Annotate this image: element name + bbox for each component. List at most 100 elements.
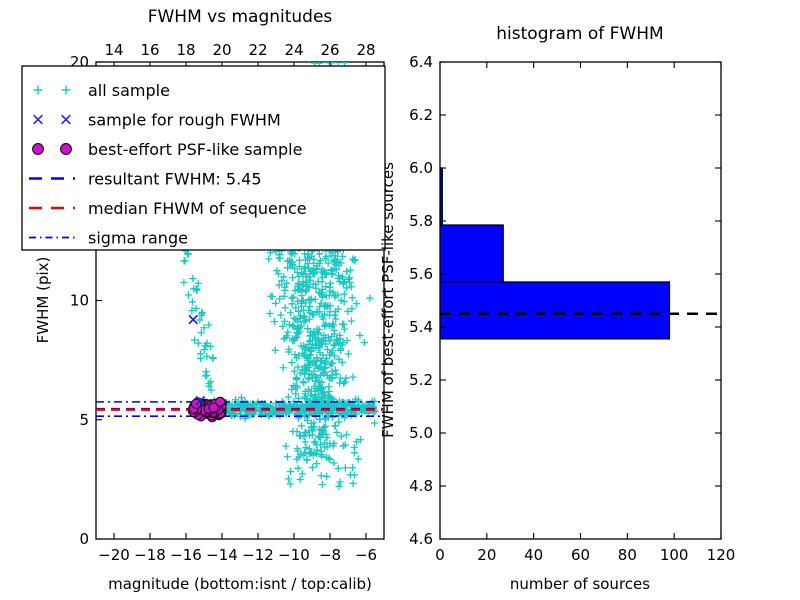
right-xtick-label: 100 bbox=[660, 546, 689, 564]
data-point-all-sample bbox=[286, 467, 295, 476]
data-point-all-sample bbox=[337, 432, 345, 440]
data-point-all-sample bbox=[189, 274, 197, 283]
data-point-all-sample bbox=[313, 325, 321, 333]
data-point-all-sample bbox=[335, 482, 343, 490]
data-point-all-sample bbox=[333, 258, 341, 266]
data-point-all-sample bbox=[341, 378, 349, 386]
data-point-rough-sample bbox=[188, 314, 199, 325]
data-point-all-sample bbox=[325, 311, 334, 319]
data-point-all-sample bbox=[311, 336, 319, 344]
data-point-all-sample bbox=[309, 269, 317, 277]
data-point-all-sample bbox=[194, 339, 202, 347]
data-point-all-sample bbox=[348, 294, 356, 302]
data-point-all-sample bbox=[262, 410, 270, 418]
data-point-all-sample bbox=[331, 340, 339, 348]
data-point-all-sample bbox=[327, 62, 329, 65]
data-point-all-sample bbox=[306, 331, 314, 340]
data-point-all-sample bbox=[305, 295, 313, 304]
data-point-all-sample bbox=[280, 273, 288, 281]
right-plot-tick-labels: 0 20 40 60 80 100 120 4.6 4.8 5.0 5.2 5.4 5.6 5.8 6.0 6… bbox=[409, 53, 735, 564]
right-ytick-label: 5.0 bbox=[409, 424, 433, 442]
right-ytick-label: 5.8 bbox=[409, 212, 433, 230]
data-point-all-sample bbox=[328, 62, 336, 66]
data-point-all-sample bbox=[226, 401, 234, 409]
data-point-all-sample bbox=[300, 393, 309, 401]
data-point-all-sample bbox=[282, 279, 291, 287]
data-point-all-sample bbox=[306, 303, 314, 311]
data-point-all-sample bbox=[338, 320, 347, 328]
data-point-all-sample bbox=[321, 439, 329, 447]
data-point-all-sample bbox=[327, 349, 335, 357]
data-point-all-sample bbox=[343, 267, 351, 276]
right-xtick-label: 0 bbox=[435, 546, 445, 564]
data-point-all-sample bbox=[316, 349, 324, 357]
data-point-all-sample bbox=[312, 373, 321, 381]
data-point-all-sample bbox=[302, 278, 310, 286]
data-point-all-sample bbox=[322, 253, 330, 261]
data-point-all-sample bbox=[279, 322, 287, 330]
right-ytick-label: 6.2 bbox=[409, 106, 433, 124]
data-point-all-sample bbox=[275, 281, 283, 289]
data-point-all-sample bbox=[304, 282, 312, 291]
data-point-all-sample bbox=[340, 290, 348, 298]
data-point-all-sample bbox=[340, 325, 348, 333]
data-point-all-sample bbox=[280, 317, 289, 326]
legend-item-label: median FHWM of sequence bbox=[88, 199, 307, 218]
data-point-all-sample bbox=[339, 280, 348, 288]
data-point-all-sample bbox=[320, 331, 328, 339]
left-panel: −20 −18 −16 −14 −12 −10 −8 −6 14 16 18 20 22 24 26 28 0 5… bbox=[21, 7, 386, 593]
data-point-all-sample bbox=[330, 439, 338, 447]
data-point-all-sample bbox=[302, 400, 310, 408]
data-point-all-sample bbox=[329, 288, 337, 297]
data-point-all-sample bbox=[289, 335, 297, 343]
data-point-all-sample bbox=[303, 253, 312, 262]
data-point-all-sample bbox=[294, 326, 302, 334]
data-point-all-sample bbox=[326, 455, 334, 464]
right-ytick-label: 6.0 bbox=[409, 159, 433, 177]
data-point-all-sample bbox=[320, 322, 329, 330]
data-point-all-sample bbox=[329, 321, 338, 329]
data-point-all-sample bbox=[305, 264, 313, 272]
data-point-all-sample bbox=[345, 275, 353, 283]
data-point-all-sample bbox=[316, 441, 325, 449]
data-point-all-sample bbox=[307, 347, 315, 356]
data-point-all-sample bbox=[304, 386, 313, 394]
legend[interactable]: all sample sample for rough FWHM best-effo… bbox=[21, 65, 386, 251]
histogram-bar bbox=[440, 281, 671, 340]
left-ytick-label: 10 bbox=[70, 292, 89, 310]
legend-item-label: best-effort PSF-like sample bbox=[88, 140, 302, 159]
data-point-all-sample bbox=[281, 304, 289, 312]
data-point-all-sample bbox=[321, 422, 330, 430]
data-point-all-sample bbox=[346, 266, 355, 274]
data-point-all-sample bbox=[316, 433, 324, 441]
plus-marker bbox=[61, 85, 71, 95]
data-point-all-sample bbox=[302, 444, 310, 452]
data-point-all-sample bbox=[331, 422, 339, 430]
data-point-all-sample bbox=[295, 394, 303, 403]
data-point-all-sample bbox=[290, 323, 298, 331]
left-xtick-label: −14 bbox=[206, 546, 238, 564]
data-point-all-sample bbox=[286, 480, 294, 488]
data-point-all-sample bbox=[200, 324, 208, 332]
data-point-all-sample bbox=[289, 321, 297, 330]
data-point-all-sample bbox=[303, 416, 311, 425]
data-point-all-sample bbox=[349, 373, 357, 381]
data-point-all-sample bbox=[326, 287, 334, 295]
data-point-all-sample bbox=[339, 442, 347, 450]
data-point-all-sample bbox=[297, 422, 306, 430]
data-point-all-sample bbox=[331, 307, 340, 316]
data-point-all-sample bbox=[341, 464, 349, 472]
data-point-all-sample bbox=[338, 358, 346, 367]
data-point-all-sample bbox=[352, 438, 361, 446]
data-point-all-sample bbox=[305, 375, 313, 383]
left-xtick-label: −12 bbox=[242, 546, 274, 564]
data-point-all-sample bbox=[337, 296, 345, 304]
data-point-all-sample bbox=[294, 464, 302, 472]
legend-item-label: sigma range bbox=[88, 229, 188, 248]
data-point-all-sample bbox=[198, 308, 206, 316]
right-xtick-label: 120 bbox=[707, 546, 736, 564]
data-point-all-sample bbox=[280, 292, 288, 300]
data-point-all-sample bbox=[271, 346, 279, 354]
data-point-all-sample bbox=[294, 363, 302, 371]
data-point-all-sample bbox=[205, 321, 213, 329]
